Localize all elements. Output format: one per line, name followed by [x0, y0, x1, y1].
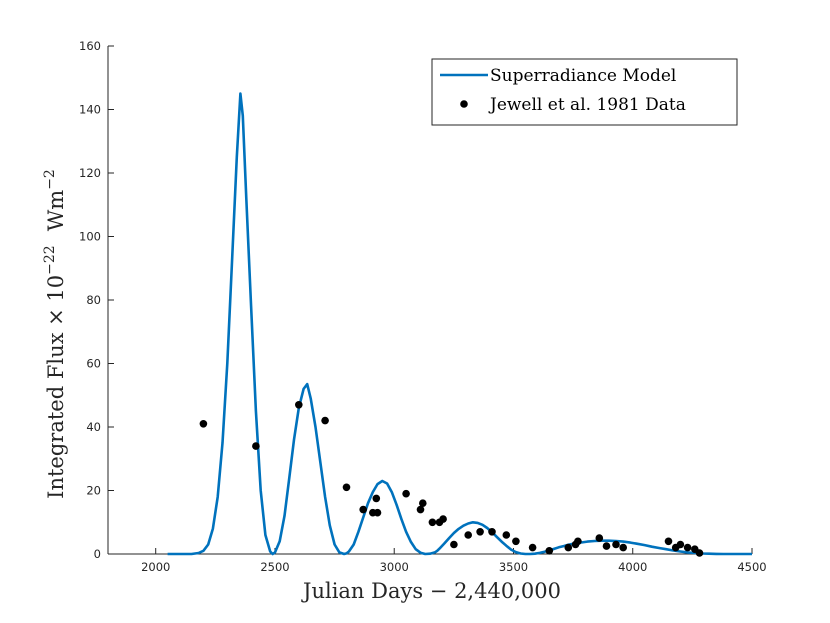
- legend-dot-swatch: [460, 100, 468, 108]
- data-point: [321, 416, 329, 425]
- y-tick-label: 120: [79, 166, 101, 180]
- data-point: [619, 543, 627, 552]
- y-tick-label: 80: [86, 293, 101, 307]
- x-tick-label: 3000: [380, 560, 409, 574]
- data-point: [359, 505, 368, 514]
- superradiance-model-line: [167, 92, 752, 556]
- data-point: [373, 508, 382, 517]
- data-point: [488, 528, 496, 536]
- jewell-data-points: [199, 401, 704, 557]
- data-point: [676, 540, 685, 549]
- data-point: [476, 528, 484, 536]
- data-point: [402, 489, 410, 498]
- legend: Superradiance Model Jewell et al. 1981 D…: [431, 58, 738, 126]
- legend-label-data: Jewell et al. 1981 Data: [488, 95, 686, 115]
- data-point: [664, 537, 673, 546]
- data-point: [574, 537, 582, 546]
- y-axis-title-units-exponent: −2: [42, 169, 58, 190]
- y-axis-title-exponent: −22: [42, 245, 58, 275]
- data-point: [695, 549, 704, 557]
- data-point: [342, 483, 351, 492]
- y-axis-title: Integrated Flux × 10−22 Wm−2: [42, 169, 68, 499]
- y-axis-title-units: Wm: [44, 190, 68, 232]
- data-point: [416, 505, 425, 514]
- data-point: [612, 540, 620, 549]
- data-point: [419, 499, 427, 508]
- data-point: [528, 543, 537, 552]
- data-point: [464, 531, 473, 539]
- y-tick-label: 140: [79, 103, 101, 117]
- data-point: [372, 494, 381, 503]
- x-tick-label: 4000: [618, 560, 647, 574]
- data-point: [450, 540, 458, 549]
- data-point: [602, 542, 611, 550]
- y-tick-label: 40: [86, 420, 101, 434]
- data-point: [595, 534, 604, 542]
- data-point: [564, 543, 573, 552]
- data-point: [545, 547, 554, 555]
- x-axis-title: Julian Days − 2,440,000: [301, 579, 561, 603]
- y-tick-label: 0: [94, 547, 101, 561]
- data-point: [295, 401, 303, 409]
- data-point: [199, 420, 208, 428]
- y-axis-title-main: Integrated Flux × 10: [44, 275, 68, 499]
- x-tick-label: 2500: [260, 560, 289, 574]
- x-axis-ticks: 2000 2500 3000 3500 4000 4500: [141, 548, 767, 574]
- y-tick-label: 20: [86, 484, 101, 498]
- data-point: [502, 531, 511, 539]
- data-point: [428, 518, 437, 527]
- y-tick-label: 100: [79, 230, 101, 244]
- x-tick-label: 3500: [499, 560, 528, 574]
- y-axis-ticks: 0 20 40 60 80 100 120 140 160: [79, 39, 114, 561]
- y-tick-label: 60: [86, 357, 101, 371]
- data-point: [683, 543, 692, 552]
- x-tick-label: 4500: [737, 560, 766, 574]
- legend-box: [431, 58, 738, 126]
- data-point: [512, 537, 520, 546]
- x-tick-label: 2000: [141, 560, 170, 574]
- legend-label-model: Superradiance Model: [490, 66, 676, 86]
- plot-area: 2000 2500 3000 3500 4000 4500 0 20 40 60 80 100 120…: [79, 39, 767, 574]
- y-tick-label: 160: [79, 39, 101, 53]
- data-point: [252, 442, 260, 450]
- data-point: [439, 515, 447, 523]
